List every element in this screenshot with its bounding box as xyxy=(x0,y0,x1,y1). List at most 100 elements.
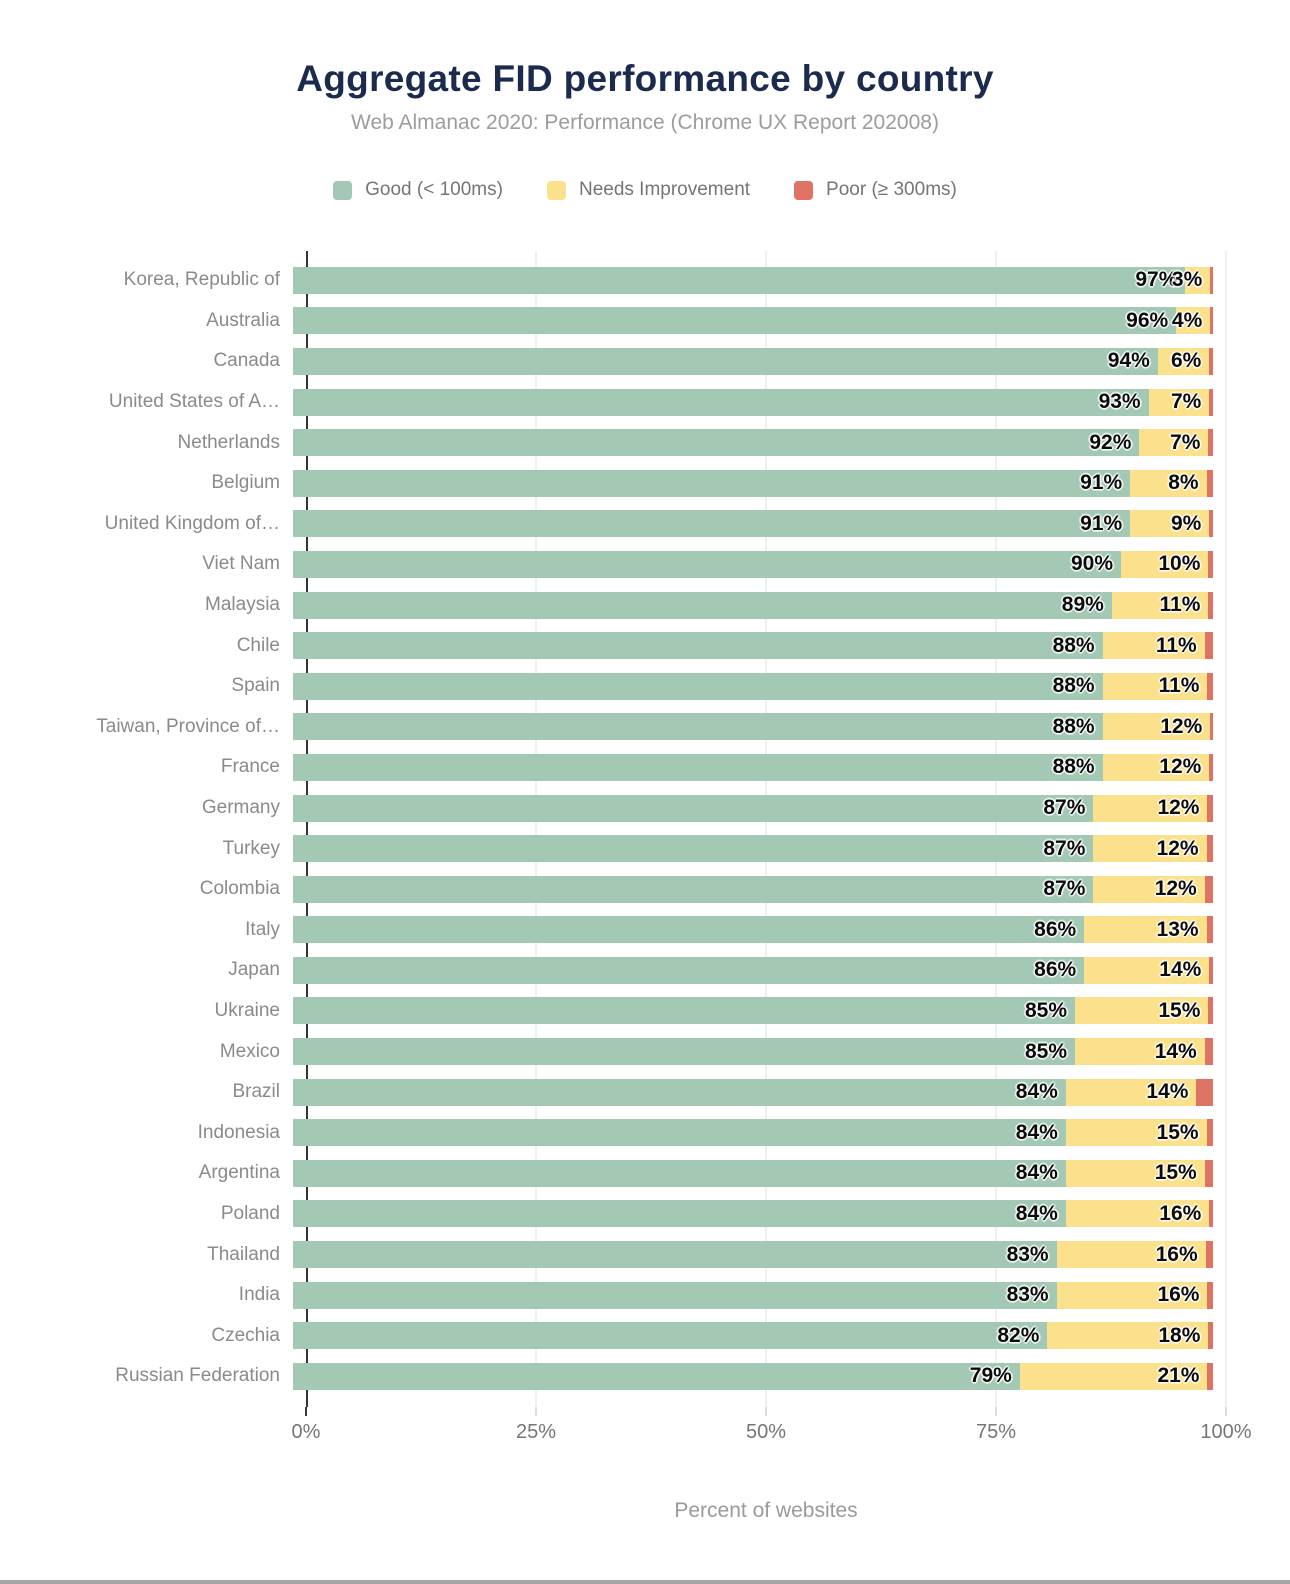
segment-poor xyxy=(1210,713,1213,741)
bar-row: Australia 96% 4% xyxy=(0,301,1290,342)
segment-needs-improvement xyxy=(1056,1241,1206,1269)
country-label: Canada xyxy=(213,350,280,372)
segment-poor xyxy=(1208,429,1213,457)
bar-belgium: 91% 8% xyxy=(293,469,1213,497)
bar-japan: 86% 14% xyxy=(293,956,1213,984)
bar-korea-republic-of: 97% 3% xyxy=(293,266,1213,294)
country-label: Taiwan, Province of… xyxy=(96,715,280,737)
value-label-good: 82% xyxy=(997,1323,1040,1347)
segment-good xyxy=(293,388,1149,416)
segment-needs-improvement xyxy=(1130,469,1207,497)
bar-row: Czechia 82% 18% xyxy=(0,1315,1290,1356)
value-label-good: 94% xyxy=(1107,349,1150,373)
value-label-good: 84% xyxy=(1015,1161,1058,1185)
country-label: United States of A… xyxy=(108,391,280,413)
value-label-needs-improvement: 15% xyxy=(1158,998,1201,1022)
segment-needs-improvement xyxy=(1075,997,1209,1025)
value-label-needs-improvement: 12% xyxy=(1160,714,1203,738)
segment-needs-improvement xyxy=(1065,1078,1197,1106)
value-label-needs-improvement: 12% xyxy=(1156,836,1199,860)
value-label-needs-improvement: 12% xyxy=(1157,796,1200,820)
segment-poor xyxy=(1207,794,1213,822)
bar-row: Belgium 91% 8% xyxy=(0,463,1290,504)
bar-row: Italy 86% 13% xyxy=(0,910,1290,951)
y-axis-line xyxy=(306,251,308,1407)
bar-row: Canada 94% 6% xyxy=(0,341,1290,382)
bar-france: 88% 12% xyxy=(293,753,1213,781)
segment-good xyxy=(293,591,1112,619)
segment-needs-improvement xyxy=(1065,1119,1207,1147)
segment-good xyxy=(293,672,1103,700)
x-tick-mark-50 xyxy=(765,1406,767,1416)
x-tick-label-50: 50% xyxy=(745,1420,787,1443)
bar-row: Turkey 87% 12% xyxy=(0,828,1290,869)
segment-poor xyxy=(1204,1159,1213,1187)
country-label: Turkey xyxy=(222,837,280,859)
value-label-needs-improvement: 11% xyxy=(1155,633,1197,657)
segment-needs-improvement xyxy=(1176,307,1211,335)
value-label-needs-improvement: 16% xyxy=(1155,1242,1198,1266)
bar-taiwan-province-of: 88% 12% xyxy=(293,713,1213,741)
x-tick-label-100: 100% xyxy=(1200,1420,1252,1443)
segment-needs-improvement xyxy=(1102,753,1210,781)
bar-mexico: 85% 14% xyxy=(293,1038,1213,1066)
segment-needs-improvement xyxy=(1148,388,1210,416)
bar-turkey: 87% 12% xyxy=(293,835,1213,863)
bar-row: Brazil 84% 14% xyxy=(0,1072,1290,1113)
segment-good xyxy=(293,266,1186,294)
value-label-needs-improvement: 3% xyxy=(1171,268,1203,292)
value-label-good: 85% xyxy=(1024,1039,1067,1063)
segment-needs-improvement xyxy=(1130,510,1210,538)
segment-needs-improvement xyxy=(1084,916,1207,944)
gridline-75 xyxy=(995,251,997,1407)
bar-indonesia: 84% 15% xyxy=(293,1119,1213,1147)
value-label-good: 84% xyxy=(1015,1201,1058,1225)
country-label: Australia xyxy=(206,309,280,331)
segment-good xyxy=(293,510,1131,538)
bar-row: India 83% 16% xyxy=(0,1275,1290,1316)
value-label-good: 88% xyxy=(1052,674,1095,698)
bar-canada: 94% 6% xyxy=(293,347,1213,375)
value-label-needs-improvement: 6% xyxy=(1170,349,1202,373)
segment-good xyxy=(293,1322,1048,1350)
segment-poor xyxy=(1209,510,1213,538)
value-label-needs-improvement: 21% xyxy=(1157,1364,1200,1388)
x-tick-label-25: 25% xyxy=(515,1420,557,1443)
bar-row: Colombia 87% 12% xyxy=(0,869,1290,910)
bar-united-kingdom-of: 91% 9% xyxy=(293,510,1213,538)
bar-brazil: 84% 14% xyxy=(293,1078,1213,1106)
country-label: Argentina xyxy=(198,1162,280,1184)
bar-row: Poland 84% 16% xyxy=(0,1194,1290,1235)
country-label: Brazil xyxy=(232,1081,280,1103)
segment-needs-improvement xyxy=(1056,1281,1208,1309)
segment-good xyxy=(293,916,1085,944)
bottom-divider xyxy=(0,1580,1290,1584)
segment-good xyxy=(293,347,1158,375)
country-label: Russian Federation xyxy=(115,1365,280,1387)
segment-good xyxy=(293,1200,1066,1228)
segment-good xyxy=(293,835,1094,863)
value-label-good: 97% xyxy=(1135,268,1178,292)
segment-good xyxy=(293,1241,1057,1269)
bar-row: Netherlands 92% 7% xyxy=(0,422,1290,463)
segment-needs-improvement xyxy=(1084,956,1210,984)
segment-good xyxy=(293,713,1103,741)
x-axis-title: Percent of websites xyxy=(674,1498,858,1522)
bar-row: Mexico 85% 14% xyxy=(0,1031,1290,1072)
legend-item-3: Poor (≥ 300ms) xyxy=(794,179,957,201)
bar-row: Russian Federation 79% 21% xyxy=(0,1356,1290,1397)
segment-poor xyxy=(1207,672,1213,700)
value-label-good: 88% xyxy=(1052,755,1095,779)
segment-poor xyxy=(1207,1362,1213,1390)
plot-area: Korea, Republic of 97% 3% Australia 96% 4% Can… xyxy=(0,251,1290,1407)
segment-good xyxy=(293,632,1103,660)
country-label: Ukraine xyxy=(214,999,280,1021)
segment-needs-improvement xyxy=(1065,1159,1205,1187)
segment-good xyxy=(293,875,1094,903)
bar-spain: 88% 11% xyxy=(293,672,1213,700)
chart-subtitle: Web Almanac 2020: Performance (Chrome UX… xyxy=(351,111,939,134)
bar-united-states-of-a: 93% 7% xyxy=(293,388,1213,416)
segment-good xyxy=(293,1362,1020,1390)
x-tick-label-0: 0% xyxy=(291,1420,321,1443)
segment-poor xyxy=(1209,388,1213,416)
